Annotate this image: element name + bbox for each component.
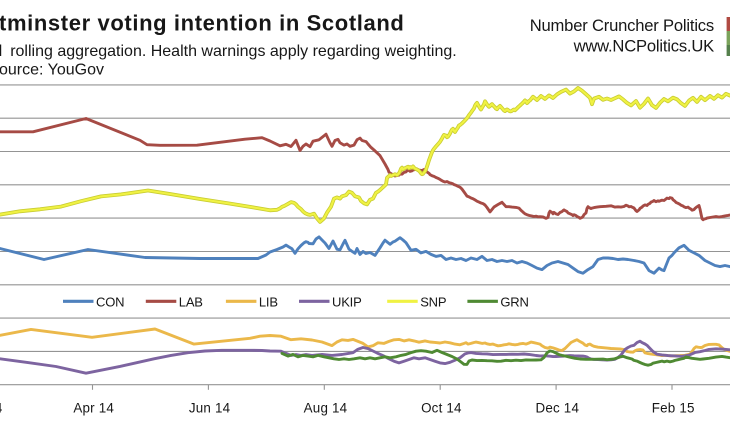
svg-text:LIB: LIB xyxy=(259,295,278,310)
svg-text:rolling aggregation. Health wa: rolling aggregation. Health warnings app… xyxy=(10,43,457,60)
svg-text:Dec 14: Dec 14 xyxy=(535,400,579,415)
svg-text:Feb 15: Feb 15 xyxy=(652,400,695,415)
svg-text:SNP: SNP xyxy=(420,295,446,310)
svg-text:d: d xyxy=(0,43,2,60)
svg-text:Aug 14: Aug 14 xyxy=(304,400,348,415)
svg-text:Jun 14: Jun 14 xyxy=(189,400,231,415)
svg-text:UKIP: UKIP xyxy=(332,295,362,310)
svg-text:CON: CON xyxy=(96,295,124,310)
svg-text:Number Cruncher Politics: Number Cruncher Politics xyxy=(530,16,714,35)
svg-text:ource: YouGov: ource: YouGov xyxy=(0,61,104,78)
svg-text:GRN: GRN xyxy=(500,295,528,310)
svg-text:LAB: LAB xyxy=(179,295,203,310)
svg-text:www.NCPolitics.UK: www.NCPolitics.UK xyxy=(573,37,715,56)
svg-text:tminster voting intention in S: tminster voting intention in Scotland xyxy=(0,11,405,36)
svg-text:4: 4 xyxy=(0,400,3,415)
svg-text:Apr 14: Apr 14 xyxy=(73,400,114,415)
svg-text:Oct 14: Oct 14 xyxy=(421,400,462,415)
